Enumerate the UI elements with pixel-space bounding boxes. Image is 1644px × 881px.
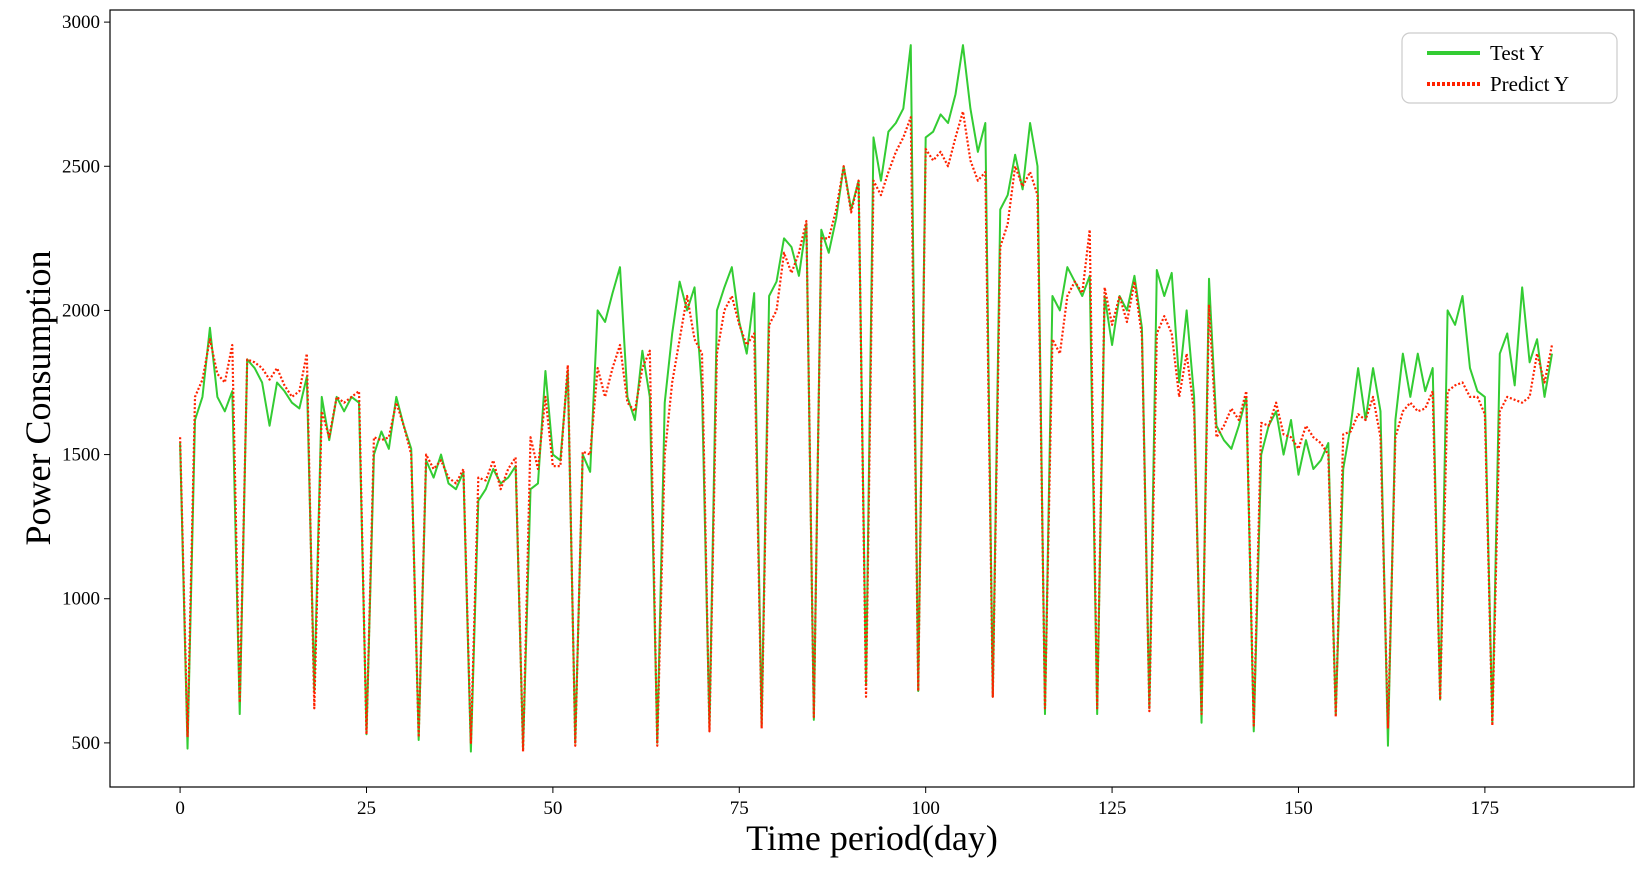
legend-label: Predict Y [1490, 72, 1569, 96]
x-tick-label: 25 [357, 798, 376, 819]
x-tick-label: 75 [730, 798, 749, 819]
legend-label: Test Y [1490, 41, 1544, 65]
x-tick-label: 150 [1284, 798, 1313, 819]
x-tick-label: 50 [543, 798, 562, 819]
x-tick-label: 100 [911, 798, 940, 819]
y-tick-label: 2000 [62, 300, 100, 321]
x-tick-label: 175 [1471, 798, 1500, 819]
y-axis-label: Power Consumption [18, 250, 58, 545]
x-tick-label: 125 [1098, 798, 1127, 819]
y-tick-label: 1000 [62, 589, 100, 610]
legend-box [1401, 32, 1618, 104]
y-tick-label: 500 [72, 733, 101, 754]
data-line [178, 110, 1554, 753]
x-tick-label: 0 [175, 798, 185, 819]
x-axis-label: Time period(day) [746, 818, 998, 858]
axes-frame [109, 9, 1635, 788]
y-tick-label: 1500 [62, 445, 100, 466]
y-tick-label: 3000 [62, 12, 100, 33]
y-tick-label: 2500 [62, 156, 100, 177]
